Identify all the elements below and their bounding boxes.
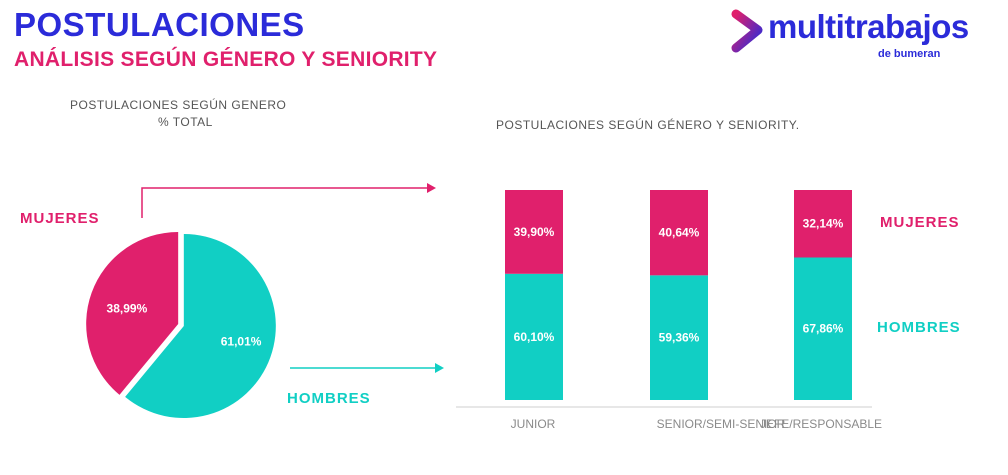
category-label-3: JEFE/RESPONSABLE [760, 417, 882, 431]
category-label-1: JUNIOR [511, 417, 556, 431]
mujeres-arrow-line [141, 187, 428, 218]
bar-mujeres-3 [794, 190, 852, 258]
category-label-2: SENIOR/SEMI-SENIOR [657, 417, 786, 431]
bar-label-mujeres-3: 32,14% [803, 217, 844, 231]
legend-mujeres-left: MUJERES [20, 210, 100, 227]
bar-label-mujeres-2: 40,64% [659, 226, 700, 240]
mujeres-arrow-head-icon [427, 183, 436, 193]
pie-label-mujeres: 38,99% [107, 301, 148, 315]
page-subtitle: ANÁLISIS SEGÚN GÉNERO Y SENIORITY [14, 48, 438, 71]
pie-title-line1: POSTULACIONES SEGÚN GENERO [70, 98, 287, 112]
bar-label-hombres-3: 67,86% [803, 322, 844, 336]
stacked-bar-chart: 60,10% 39,90% JUNIOR 59,36% 40,64% SENIOR/SEM… [456, 190, 882, 431]
pie-slice-hombres [125, 234, 276, 419]
page-title: POSTULACIONES [14, 6, 305, 43]
hombres-arrow-head-icon [435, 363, 444, 373]
logo-subtext: de bumeran [878, 48, 941, 60]
bar-hombres-2 [650, 275, 708, 400]
connector-arrows [141, 183, 444, 373]
bar-hombres-1 [505, 273, 563, 400]
bar-mujeres-1 [505, 190, 563, 274]
bar-label-hombres-1: 60,10% [514, 330, 555, 344]
bar-label-hombres-2: 59,36% [659, 331, 700, 345]
bar-label-mujeres-1: 39,90% [514, 225, 555, 239]
pie-title-line2: % TOTAL [158, 115, 213, 129]
legend-hombres-right: HOMBRES [877, 319, 961, 336]
bar-hombres-3 [794, 257, 852, 400]
multitrabajos-logo: multitrabajos de bumeran [728, 6, 998, 68]
bar-mujeres-2 [650, 190, 708, 276]
pie-label-hombres: 61,01% [221, 335, 262, 349]
bar-chart-title: POSTULACIONES SEGÚN GÉNERO Y SENIORITY. [496, 118, 800, 132]
logo-chevron-icon [731, 9, 763, 53]
pie-chart: 61,01% 38,99% [86, 231, 276, 419]
logo-text: multitrabajos [768, 8, 969, 45]
legend-hombres-left: HOMBRES [287, 390, 371, 407]
pie-slice-mujeres [86, 231, 179, 395]
legend-mujeres-right: MUJERES [880, 214, 960, 231]
pie-chart-title: POSTULACIONES SEGÚN GENERO % TOTAL [70, 97, 320, 131]
